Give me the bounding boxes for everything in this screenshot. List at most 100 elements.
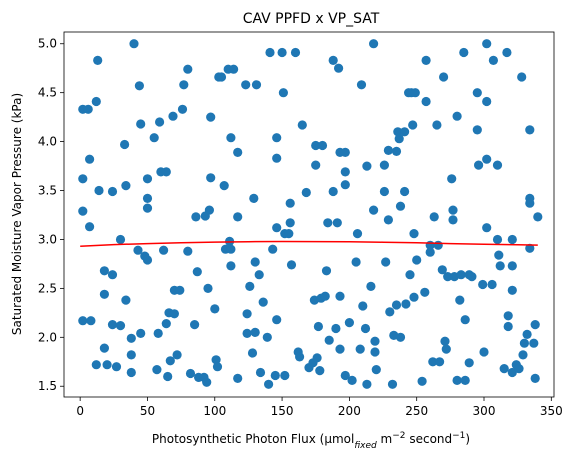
data-point-99	[264, 379, 274, 389]
y-tick-label: 4.0	[38, 135, 57, 149]
data-point-227	[488, 55, 498, 65]
data-point-8	[91, 96, 101, 107]
data-point-96	[255, 367, 266, 378]
data-point-174	[395, 201, 406, 211]
data-point-65	[202, 377, 212, 387]
data-point-124	[311, 160, 321, 170]
x-tick-label: 0	[76, 404, 84, 418]
data-point-166	[383, 215, 393, 225]
data-point-72	[212, 362, 223, 372]
data-point-115	[290, 47, 301, 58]
data-point-217	[472, 88, 482, 98]
data-point-104	[272, 153, 282, 163]
data-point-148	[351, 257, 361, 267]
data-point-188	[420, 287, 430, 297]
data-point-186	[412, 255, 422, 265]
data-point-182	[408, 120, 418, 130]
x-axis-title-sup2: −1	[452, 431, 465, 441]
data-point-35	[142, 193, 153, 203]
data-point-233	[502, 47, 512, 58]
data-point-15	[102, 360, 112, 370]
data-point-159	[370, 336, 380, 346]
data-point-131	[321, 266, 332, 276]
data-point-92	[250, 257, 260, 267]
x-axis-title: Photosynthetic Photon Flux (μmolfixed m−…	[152, 431, 470, 451]
data-point-84	[233, 147, 243, 157]
data-point-105	[272, 223, 282, 233]
data-point-85	[233, 373, 243, 383]
x-axis-title-end: second	[406, 432, 453, 446]
y-tick-label: 3.0	[38, 232, 57, 246]
data-point-237	[507, 261, 517, 271]
data-point-21	[115, 321, 126, 331]
data-point-157	[369, 39, 379, 49]
data-point-151	[356, 80, 367, 90]
data-point-207	[452, 111, 462, 121]
data-point-229	[492, 234, 503, 245]
data-point-205	[448, 215, 458, 225]
data-point-175	[395, 332, 406, 342]
data-point-252	[530, 373, 540, 383]
data-point-22	[120, 139, 130, 150]
data-point-7	[86, 316, 96, 326]
data-point-52	[172, 350, 182, 360]
y-tick-label: 2.5	[38, 281, 57, 295]
data-point-55	[179, 80, 189, 90]
data-point-228	[492, 160, 503, 170]
data-point-48	[165, 356, 175, 366]
data-point-112	[285, 198, 295, 208]
data-point-146	[344, 318, 354, 328]
data-point-232	[499, 364, 509, 374]
data-point-34	[142, 174, 153, 184]
data-point-20	[115, 234, 126, 245]
data-point-60	[191, 212, 201, 222]
data-point-231	[495, 261, 505, 271]
data-point-180	[405, 270, 415, 280]
data-point-66	[203, 283, 213, 293]
data-point-101	[268, 244, 278, 254]
data-point-98	[262, 332, 272, 342]
data-point-90	[247, 348, 258, 358]
data-point-110	[280, 370, 290, 381]
data-point-163	[379, 186, 389, 197]
data-point-248	[525, 198, 535, 208]
data-point-87	[242, 309, 252, 319]
data-point-249	[525, 243, 535, 253]
data-point-6	[85, 222, 95, 232]
data-point-81	[226, 261, 236, 271]
data-point-82	[229, 64, 239, 74]
data-point-178	[401, 299, 411, 309]
data-point-161	[371, 365, 381, 375]
y-axis: 1.5 2.0 2.5 3.0 3.5 4.0 4.5 5.0	[38, 37, 64, 393]
data-point-160	[370, 347, 380, 357]
data-point-2	[78, 206, 88, 216]
data-point-30	[134, 81, 144, 91]
data-point-10	[93, 55, 103, 65]
x-axis-title-sup1: −2	[392, 431, 405, 441]
data-point-9	[91, 360, 101, 370]
data-point-18	[107, 320, 118, 330]
data-point-43	[159, 245, 169, 255]
data-point-12	[99, 266, 109, 276]
y-tick-label: 3.5	[38, 184, 57, 198]
data-point-201	[441, 344, 451, 354]
data-point-193	[428, 357, 438, 367]
chart-title: CAV PPFD x VP_SAT	[243, 11, 380, 27]
data-point-108	[278, 88, 288, 98]
data-point-97	[258, 297, 268, 307]
data-point-209	[455, 295, 465, 305]
data-point-239	[507, 367, 517, 378]
data-point-26	[126, 350, 136, 360]
data-point-39	[152, 365, 162, 375]
data-point-16	[107, 270, 118, 280]
data-point-230	[494, 250, 504, 260]
data-point-74	[216, 72, 227, 82]
data-point-119	[301, 187, 311, 198]
data-point-107	[277, 47, 287, 58]
data-point-196	[433, 240, 443, 250]
data-point-242	[517, 72, 527, 82]
data-point-164	[381, 257, 391, 267]
data-point-245	[522, 329, 532, 339]
data-point-95	[254, 270, 264, 280]
data-point-113	[285, 218, 295, 228]
